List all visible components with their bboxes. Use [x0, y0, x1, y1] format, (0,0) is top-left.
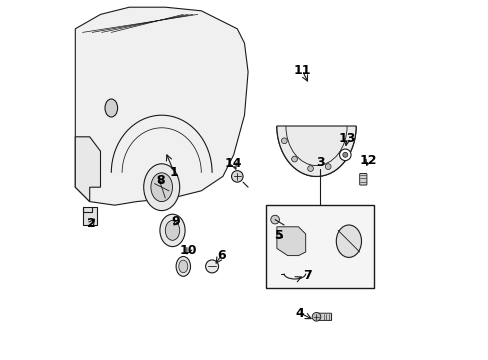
Circle shape	[325, 164, 330, 170]
FancyBboxPatch shape	[359, 174, 366, 185]
Text: 14: 14	[224, 157, 242, 170]
Circle shape	[307, 166, 313, 171]
Circle shape	[270, 215, 279, 224]
Polygon shape	[276, 126, 355, 176]
Circle shape	[311, 312, 320, 321]
Ellipse shape	[165, 220, 179, 240]
Text: 5: 5	[274, 229, 283, 242]
Ellipse shape	[179, 260, 187, 273]
Bar	[265, 205, 373, 288]
Polygon shape	[75, 7, 247, 205]
Text: 1: 1	[169, 166, 178, 179]
Circle shape	[281, 138, 286, 144]
Text: 12: 12	[359, 154, 377, 167]
Text: 4: 4	[295, 307, 304, 320]
Circle shape	[342, 152, 347, 157]
Text: 3: 3	[315, 156, 324, 168]
Text: 6: 6	[216, 249, 225, 262]
Text: 2: 2	[87, 217, 96, 230]
Ellipse shape	[143, 164, 179, 211]
Circle shape	[339, 151, 345, 157]
Ellipse shape	[336, 225, 361, 257]
Text: 7: 7	[303, 269, 311, 282]
Circle shape	[339, 149, 350, 161]
Text: 11: 11	[293, 64, 310, 77]
FancyBboxPatch shape	[317, 313, 331, 320]
Text: 13: 13	[338, 132, 355, 145]
Polygon shape	[276, 227, 305, 256]
Circle shape	[231, 171, 243, 182]
Text: 9: 9	[171, 215, 180, 228]
Ellipse shape	[105, 99, 117, 117]
FancyBboxPatch shape	[82, 207, 97, 225]
Ellipse shape	[160, 214, 185, 247]
Ellipse shape	[176, 256, 190, 276]
Text: 10: 10	[180, 244, 197, 257]
Circle shape	[205, 260, 218, 273]
Ellipse shape	[151, 173, 172, 202]
Polygon shape	[75, 137, 101, 202]
Text: 8: 8	[156, 174, 165, 186]
Circle shape	[291, 156, 297, 162]
